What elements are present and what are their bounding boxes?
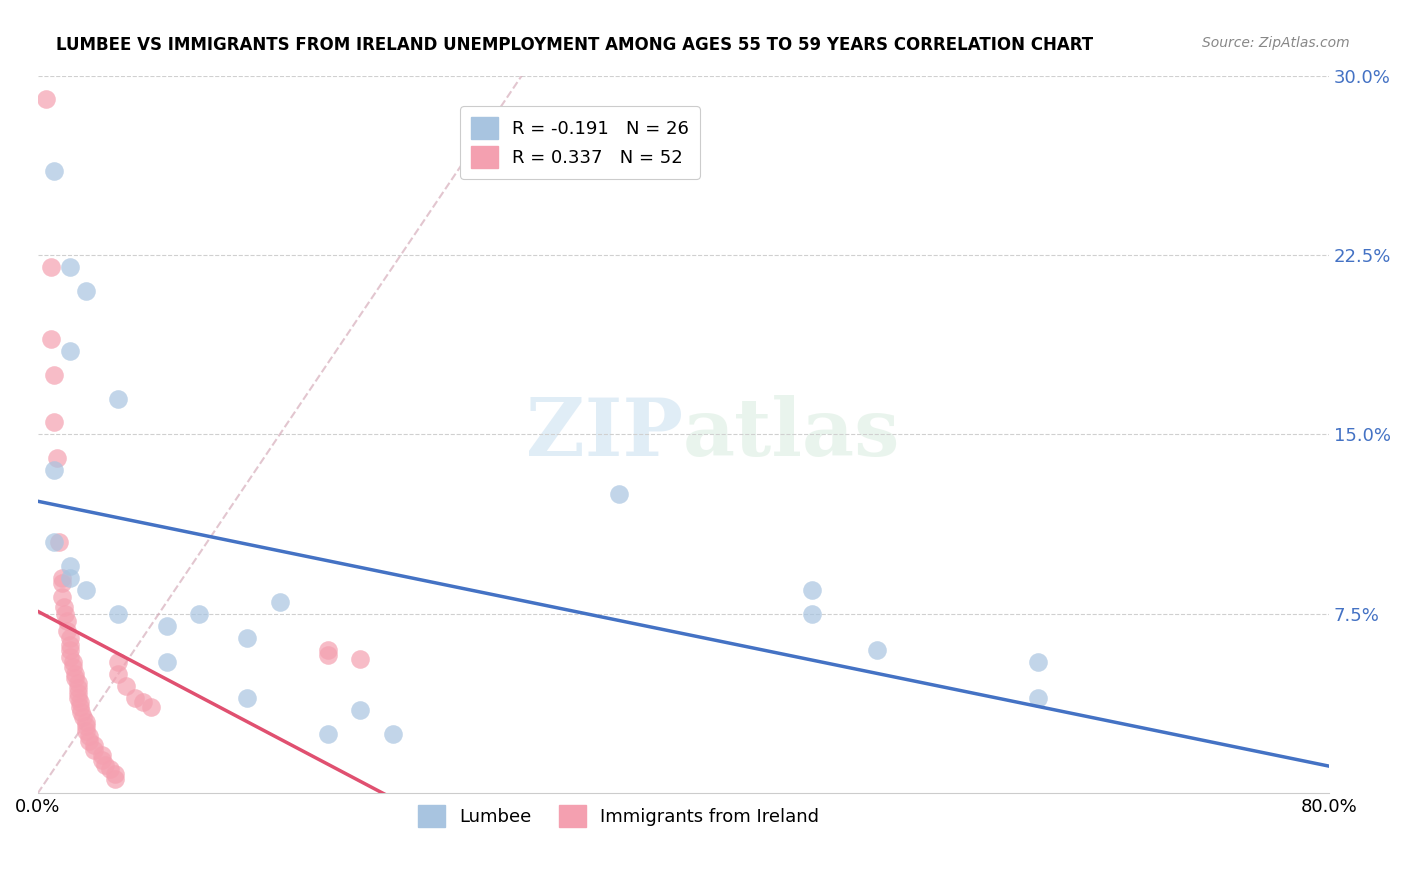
Point bbox=[104, 767, 127, 781]
Point bbox=[91, 753, 114, 767]
Point bbox=[349, 703, 371, 717]
Point bbox=[51, 571, 73, 585]
Point bbox=[42, 535, 65, 549]
Point bbox=[316, 648, 339, 662]
Point bbox=[59, 650, 82, 665]
Point bbox=[75, 719, 97, 733]
Point bbox=[46, 451, 69, 466]
Point bbox=[381, 726, 404, 740]
Point bbox=[607, 487, 630, 501]
Point bbox=[67, 676, 90, 690]
Point bbox=[316, 642, 339, 657]
Point bbox=[52, 599, 75, 614]
Point bbox=[70, 705, 93, 719]
Point bbox=[67, 681, 90, 695]
Point bbox=[156, 619, 179, 633]
Point bbox=[107, 655, 129, 669]
Point bbox=[42, 416, 65, 430]
Point bbox=[63, 672, 86, 686]
Point bbox=[59, 571, 82, 585]
Point bbox=[349, 652, 371, 666]
Point bbox=[75, 582, 97, 597]
Point bbox=[83, 743, 105, 757]
Text: atlas: atlas bbox=[683, 395, 901, 474]
Point bbox=[62, 659, 84, 673]
Point bbox=[39, 332, 62, 346]
Point bbox=[107, 392, 129, 406]
Point bbox=[59, 260, 82, 274]
Point bbox=[79, 729, 101, 743]
Point bbox=[35, 92, 58, 106]
Point bbox=[59, 631, 82, 645]
Point bbox=[79, 733, 101, 747]
Point bbox=[1026, 690, 1049, 705]
Point bbox=[69, 700, 91, 714]
Point bbox=[1026, 655, 1049, 669]
Legend: Lumbee, Immigrants from Ireland: Lumbee, Immigrants from Ireland bbox=[411, 798, 827, 835]
Point bbox=[72, 710, 94, 724]
Point bbox=[131, 695, 153, 709]
Point bbox=[139, 700, 162, 714]
Point bbox=[236, 631, 259, 645]
Point bbox=[67, 686, 90, 700]
Point bbox=[91, 747, 114, 762]
Point bbox=[236, 690, 259, 705]
Point bbox=[75, 714, 97, 729]
Point bbox=[188, 607, 211, 621]
Point bbox=[124, 690, 146, 705]
Point bbox=[83, 739, 105, 753]
Point bbox=[62, 655, 84, 669]
Point bbox=[69, 695, 91, 709]
Point bbox=[59, 559, 82, 574]
Point bbox=[53, 607, 76, 621]
Text: LUMBEE VS IMMIGRANTS FROM IRELAND UNEMPLOYMENT AMONG AGES 55 TO 59 YEARS CORRELA: LUMBEE VS IMMIGRANTS FROM IRELAND UNEMPL… bbox=[56, 36, 1094, 54]
Point bbox=[59, 642, 82, 657]
Point bbox=[42, 368, 65, 382]
Point bbox=[55, 614, 77, 628]
Point bbox=[51, 575, 73, 590]
Point bbox=[801, 582, 824, 597]
Point bbox=[67, 690, 90, 705]
Point bbox=[115, 679, 138, 693]
Point bbox=[104, 772, 127, 786]
Point bbox=[59, 343, 82, 358]
Point bbox=[107, 607, 129, 621]
Point bbox=[94, 757, 117, 772]
Point bbox=[107, 666, 129, 681]
Point bbox=[316, 726, 339, 740]
Point bbox=[98, 763, 121, 777]
Point bbox=[42, 164, 65, 178]
Point bbox=[866, 642, 889, 657]
Point bbox=[156, 655, 179, 669]
Point bbox=[55, 624, 77, 638]
Text: ZIP: ZIP bbox=[526, 395, 683, 474]
Point bbox=[75, 284, 97, 298]
Point bbox=[48, 535, 70, 549]
Point bbox=[39, 260, 62, 274]
Point bbox=[63, 666, 86, 681]
Text: Source: ZipAtlas.com: Source: ZipAtlas.com bbox=[1202, 36, 1350, 50]
Point bbox=[42, 463, 65, 477]
Point bbox=[269, 595, 291, 609]
Point bbox=[59, 638, 82, 652]
Point bbox=[75, 724, 97, 739]
Point bbox=[51, 590, 73, 604]
Point bbox=[801, 607, 824, 621]
